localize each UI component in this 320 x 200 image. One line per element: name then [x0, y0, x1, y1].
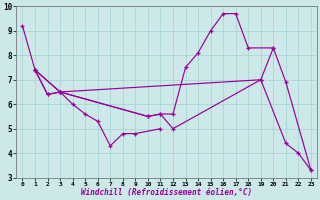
X-axis label: Windchill (Refroidissement éolien,°C): Windchill (Refroidissement éolien,°C) — [81, 188, 252, 197]
